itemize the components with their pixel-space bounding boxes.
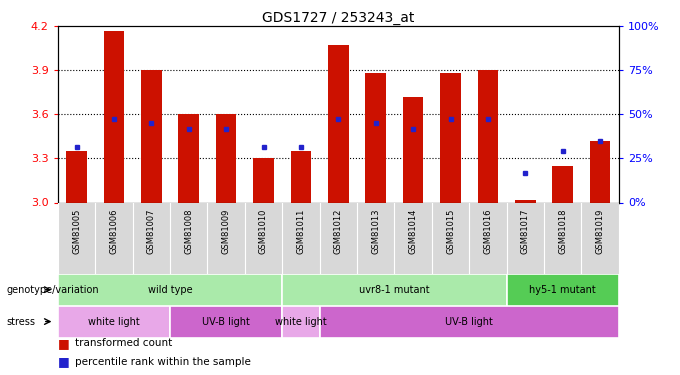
Bar [103,31,124,202]
Text: GSM81006: GSM81006 [109,208,118,254]
Text: GSM81008: GSM81008 [184,208,193,254]
Bar [403,97,424,202]
Text: GSM81012: GSM81012 [334,208,343,254]
Text: uvr8-1 mutant: uvr8-1 mutant [359,285,430,295]
Text: GSM81019: GSM81019 [596,208,605,254]
Bar [216,114,237,202]
Text: genotype/variation: genotype/variation [7,285,99,295]
Text: GSM81009: GSM81009 [222,208,231,254]
Text: percentile rank within the sample: percentile rank within the sample [75,357,251,367]
Bar [282,274,507,306]
Text: white light: white light [275,316,327,327]
Bar [141,70,162,202]
Bar [328,45,349,203]
Text: ■: ■ [58,337,73,350]
Bar [58,306,170,338]
Bar [58,274,282,306]
Bar [320,306,619,338]
Title: GDS1727 / 253243_at: GDS1727 / 253243_at [262,11,415,25]
Text: GSM81010: GSM81010 [259,208,268,254]
Text: ■: ■ [58,356,73,368]
Bar [66,151,87,202]
Bar [440,73,461,202]
Text: GSM81013: GSM81013 [371,208,380,254]
Text: stress: stress [7,316,36,327]
Bar [507,274,619,306]
Text: GSM81011: GSM81011 [296,208,305,254]
Bar [590,141,611,202]
Bar [365,73,386,202]
Text: transformed count: transformed count [75,338,172,348]
Text: GSM81014: GSM81014 [409,208,418,254]
Text: GSM81017: GSM81017 [521,208,530,254]
Text: GSM81015: GSM81015 [446,208,455,254]
Bar [290,151,311,202]
Bar [253,159,274,203]
Bar [552,166,573,202]
Bar [282,306,320,338]
Bar [515,200,536,202]
Text: UV-B light: UV-B light [445,316,493,327]
Text: hy5-1 mutant: hy5-1 mutant [529,285,596,295]
Text: GSM81007: GSM81007 [147,208,156,254]
Text: GSM81005: GSM81005 [72,208,81,254]
Text: GSM81018: GSM81018 [558,208,567,254]
Text: GSM81016: GSM81016 [483,208,492,254]
Text: white light: white light [88,316,140,327]
Text: UV-B light: UV-B light [202,316,250,327]
Bar [178,114,199,202]
Bar [477,70,498,202]
Bar [170,306,282,338]
Text: wild type: wild type [148,285,192,295]
